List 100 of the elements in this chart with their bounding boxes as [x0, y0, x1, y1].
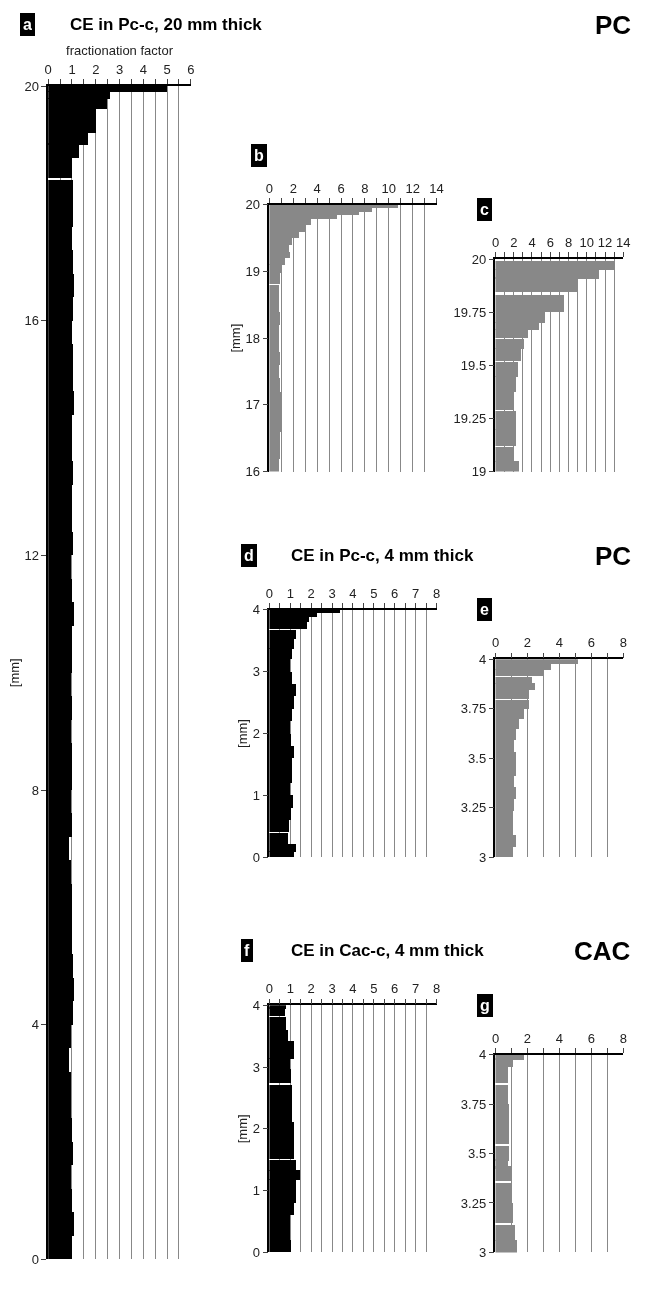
- x-tick-label: 12: [405, 180, 420, 196]
- y-tick-label: 4: [478, 651, 487, 667]
- chart-title: CE in Pc-c, 20 mm thick: [70, 15, 263, 34]
- y-tick-label: 18: [245, 330, 261, 346]
- x-tick-label: 2: [92, 62, 100, 78]
- x-tick-label: 2: [307, 585, 315, 601]
- x-tick-label: 2: [289, 180, 297, 196]
- x-tick-label: 3: [328, 981, 336, 997]
- y-tick-label: 20: [471, 251, 487, 267]
- x-tick-label: 0: [491, 1030, 500, 1046]
- y-tick-label: 19: [471, 464, 487, 480]
- x-tick-label: 8: [619, 635, 627, 651]
- x-tick-label: 6: [187, 62, 195, 78]
- x-tick-label: 4: [139, 62, 147, 78]
- x-tick-label: 2: [523, 635, 532, 651]
- y-tick-label: 2: [252, 726, 261, 742]
- text: CAC: [574, 936, 631, 966]
- y-tick-label: 19.25: [453, 410, 487, 426]
- y-axis-title: [mm]: [235, 1114, 251, 1144]
- y-tick-label: 4: [31, 1017, 39, 1033]
- x-tick-label: 0: [265, 585, 274, 601]
- x-tick-label: 10: [579, 235, 594, 251]
- chart-title: CE in Cac-c, 4 mm thick: [291, 941, 485, 960]
- text: a: [23, 16, 32, 33]
- x-tick-label: 5: [163, 62, 171, 78]
- text: PC: [595, 541, 632, 571]
- x-tick-label: 14: [616, 235, 631, 251]
- text: f: [244, 942, 250, 959]
- x-tick-label: 2: [307, 981, 315, 997]
- x-tick-label: 2: [510, 235, 518, 251]
- x-tick-label: 8: [619, 1030, 627, 1046]
- chart-title: CE in Pc-c, 4 mm thick: [291, 546, 474, 565]
- x-tick-label: 7: [412, 981, 420, 997]
- y-tick-label: 0: [252, 1244, 261, 1260]
- y-tick-label: 16: [24, 313, 39, 329]
- y-tick-label: 3.75: [460, 1096, 487, 1112]
- y-tick-label: 19.5: [460, 357, 487, 373]
- y-tick-label: 0: [252, 849, 261, 865]
- y-tick-label: 3.75: [460, 701, 487, 717]
- text: d: [244, 547, 254, 564]
- y-tick-label: 3: [478, 849, 487, 865]
- x-tick-label: 8: [361, 180, 369, 196]
- x-tick-label: 2: [523, 1030, 532, 1046]
- y-tick-label: 17: [245, 397, 261, 413]
- x-tick-label: 0: [265, 981, 274, 997]
- y-tick-label: 19: [245, 263, 261, 279]
- x-tick-label: 4: [555, 635, 563, 651]
- x-tick-label: 8: [432, 585, 441, 601]
- x-tick-label: 4: [349, 981, 357, 997]
- y-tick-label: 2: [252, 1121, 261, 1137]
- y-tick-label: 4: [252, 997, 261, 1013]
- y-tick-label: 3: [252, 664, 261, 680]
- text: c: [480, 201, 489, 218]
- x-tick-label: 0: [44, 62, 52, 78]
- y-tick-label: 16: [245, 464, 261, 480]
- y-tick-label: 8: [31, 782, 39, 798]
- y-tick-label: 20: [245, 197, 261, 213]
- x-tick-label: 10: [381, 180, 396, 196]
- y-tick-label: 3: [252, 1059, 261, 1075]
- y-tick-label: 3.25: [460, 800, 487, 816]
- x-tick-label: 0: [491, 235, 500, 251]
- x-tick-label: 6: [587, 1030, 595, 1046]
- x-tick-label: 4: [313, 180, 321, 196]
- y-tick-label: 4: [478, 1047, 487, 1063]
- x-tick-label: 5: [370, 585, 378, 601]
- x-tick-label: 0: [265, 180, 274, 196]
- y-tick-label: 3.5: [468, 1146, 487, 1162]
- x-tick-label: 8: [432, 981, 441, 997]
- x-tick-label: 6: [587, 635, 595, 651]
- text: PC: [595, 10, 632, 40]
- x-axis-title: fractionation factor: [66, 42, 174, 58]
- y-axis-title: [mm]: [6, 658, 22, 688]
- x-tick-label: 4: [528, 235, 536, 251]
- y-tick-label: 1: [252, 1183, 261, 1199]
- y-tick-label: 1: [252, 787, 261, 803]
- y-tick-label: 3.5: [468, 750, 487, 766]
- x-tick-label: 12: [597, 235, 613, 251]
- x-tick-label: 5: [370, 981, 378, 997]
- y-axis-title: [mm]: [235, 719, 251, 748]
- x-tick-label: 4: [349, 585, 357, 601]
- y-tick-label: 0: [31, 1251, 39, 1267]
- y-tick-label: 20: [24, 78, 39, 94]
- x-tick-label: 7: [412, 585, 420, 601]
- x-tick-label: 4: [555, 1030, 563, 1046]
- text: g: [480, 997, 490, 1014]
- y-tick-label: 12: [24, 547, 39, 563]
- x-tick-label: 8: [564, 235, 573, 251]
- x-tick-label: 0: [491, 635, 500, 651]
- y-tick-label: 3.25: [460, 1195, 487, 1211]
- x-tick-label: 6: [546, 235, 554, 251]
- y-tick-label: 19.75: [453, 304, 487, 320]
- x-tick-label: 6: [391, 585, 399, 601]
- text: b: [254, 147, 264, 164]
- y-tick-label: 3: [478, 1244, 487, 1260]
- y-tick-label: 4: [252, 602, 261, 618]
- text: e: [480, 601, 489, 618]
- x-tick-label: 6: [391, 981, 399, 997]
- x-tick-label: 14: [429, 180, 444, 196]
- x-tick-label: 1: [286, 981, 294, 997]
- y-axis-title: [mm]: [228, 323, 244, 353]
